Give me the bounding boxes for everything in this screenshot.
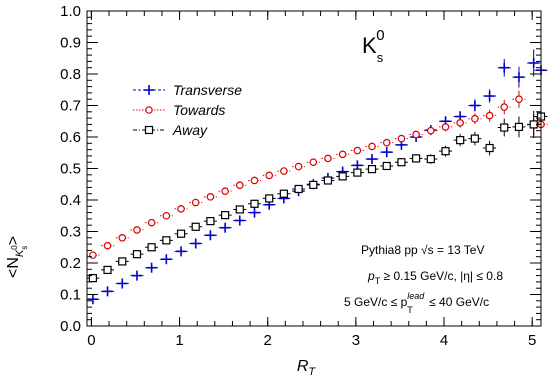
data-point	[162, 211, 171, 220]
legend-label: Towards	[173, 102, 225, 118]
data-point	[294, 184, 303, 194]
data-point	[206, 217, 215, 226]
data-point	[206, 193, 215, 201]
data-point	[485, 143, 494, 153]
data-point	[411, 154, 421, 163]
data-point	[338, 150, 347, 159]
data-point	[177, 205, 185, 213]
y-tick-label: 0.7	[60, 98, 81, 115]
data-point	[265, 194, 274, 203]
data-point	[221, 211, 230, 220]
series-away	[86, 99, 548, 283]
data-point	[162, 236, 171, 245]
data-point	[456, 136, 465, 145]
data-point	[250, 176, 259, 185]
data-point	[412, 130, 420, 139]
particle-label: Ks0	[362, 27, 385, 65]
data-point	[147, 243, 156, 252]
legend-item-transverse: Transverse	[133, 82, 242, 98]
axes: 0 1 2 3 4 5 0.0 0.1 0.2 0.3 0.4 0.5 0.6 0.7 0.8 0.9 1.0	[60, 3, 542, 349]
data-point	[470, 134, 479, 143]
data-point	[353, 168, 362, 177]
data-point	[368, 142, 376, 151]
data-point	[397, 134, 406, 143]
series-towards	[86, 90, 548, 259]
data-point	[338, 172, 347, 181]
y-tick-label: 0.8	[60, 66, 81, 83]
annotation-pt-cut: pT ≥ 0.15 GeV/c, |η| ≤ 0.8	[367, 269, 503, 286]
y-axis-title: <NKs0>	[5, 236, 29, 278]
legend-item-towards: Towards	[133, 102, 225, 118]
sqrt-icon: √	[421, 243, 428, 257]
plot-area	[86, 49, 548, 305]
data-point	[500, 103, 509, 111]
x-tick-label: 5	[528, 332, 536, 349]
y-tick-label: 0.9	[60, 35, 81, 52]
data-point	[280, 167, 288, 175]
data-point	[382, 161, 391, 171]
annotation-lead-range: 5 GeV/c ≤ plead T ≤ 40 GeV/c	[344, 291, 489, 315]
legend: Transverse Towards Away	[133, 82, 242, 138]
data-point	[235, 205, 244, 214]
data-point	[441, 147, 450, 156]
data-point	[500, 123, 509, 132]
y-tick-label: 0.0	[60, 318, 81, 335]
data-point	[89, 251, 97, 259]
data-point	[456, 119, 464, 127]
data-point	[176, 229, 186, 238]
x-axis-title: RT	[297, 358, 317, 378]
y-tick-label: 0.1	[60, 287, 81, 304]
data-point	[397, 158, 406, 167]
legend-label: Transverse	[173, 82, 242, 98]
data-point	[485, 111, 494, 120]
x-tick-label: 1	[175, 332, 183, 349]
data-point	[324, 154, 332, 163]
y-tick-label: 0.3	[60, 224, 81, 241]
data-point	[103, 265, 112, 275]
y-tick-label: 0.4	[60, 192, 81, 209]
data-point	[118, 234, 127, 242]
y-tick-label: 1.0	[60, 3, 81, 20]
series-transverse	[86, 49, 548, 305]
data-point	[147, 218, 156, 227]
legend-marker	[145, 106, 153, 114]
data-point	[132, 250, 142, 259]
data-point	[426, 154, 435, 164]
data-point	[323, 176, 333, 185]
data-point	[294, 162, 303, 171]
x-tick-label: 4	[440, 332, 448, 349]
legend-item-away: Away	[133, 122, 208, 138]
x-tick-label: 2	[264, 332, 272, 349]
legend-marker	[144, 125, 154, 135]
data-point	[353, 146, 362, 155]
data-point	[471, 114, 479, 123]
y-tick-label: 0.6	[60, 129, 81, 146]
legend-label: Away	[172, 122, 208, 138]
data-point	[515, 95, 523, 104]
data-point	[221, 187, 229, 195]
data-point	[265, 171, 274, 180]
data-point	[191, 222, 200, 231]
data-point	[309, 158, 318, 167]
annotation-energy: Pythia8 pp √s = 13 TeV	[361, 243, 484, 257]
data-point	[367, 165, 377, 174]
data-point	[103, 241, 112, 250]
data-point	[382, 138, 391, 147]
x-tick-label: 3	[352, 332, 360, 349]
y-tick-label: 0.5	[60, 161, 81, 178]
data-point	[88, 274, 98, 283]
data-point	[133, 226, 141, 234]
data-point	[441, 123, 450, 131]
x-tick-label: 0	[87, 332, 95, 349]
data-point	[309, 180, 318, 189]
data-point	[235, 181, 244, 189]
data-point	[279, 189, 288, 198]
data-point	[514, 122, 524, 132]
data-point	[191, 198, 200, 207]
data-point	[250, 199, 259, 208]
y-tick-label: 0.2	[60, 255, 81, 272]
data-point	[427, 126, 435, 135]
data-point	[118, 257, 127, 266]
